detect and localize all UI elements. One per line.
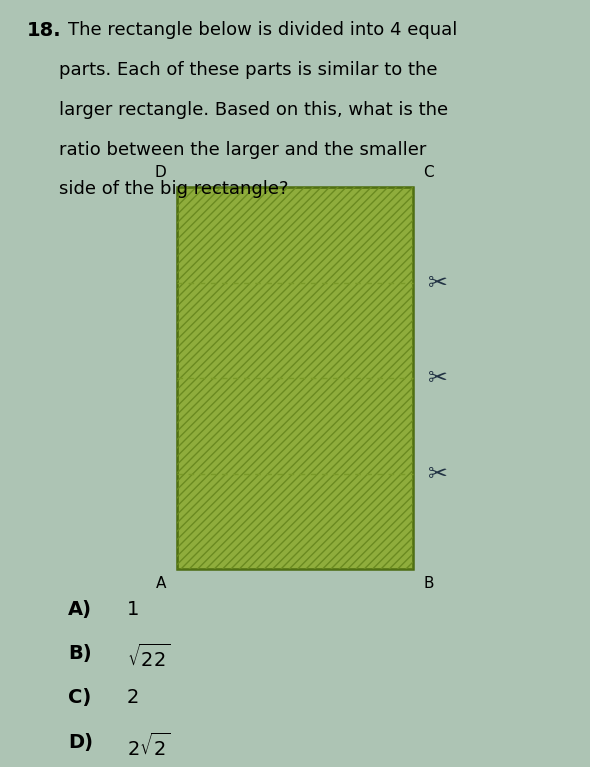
Bar — [177, 187, 413, 569]
Text: C): C) — [68, 688, 91, 707]
Text: $2\sqrt{2}$: $2\sqrt{2}$ — [127, 732, 170, 760]
Text: 2: 2 — [127, 688, 139, 707]
Text: B: B — [424, 576, 434, 591]
Text: D): D) — [68, 732, 93, 752]
Text: parts. Each of these parts is similar to the: parts. Each of these parts is similar to… — [59, 61, 438, 79]
Text: A: A — [156, 576, 166, 591]
Text: side of the big rectangle?: side of the big rectangle? — [59, 180, 289, 199]
Text: The rectangle below is divided into 4 equal: The rectangle below is divided into 4 eq… — [68, 21, 457, 39]
Bar — [177, 187, 413, 569]
Text: ✂: ✂ — [428, 366, 447, 390]
Text: larger rectangle. Based on this, what is the: larger rectangle. Based on this, what is… — [59, 100, 448, 119]
Text: ✂: ✂ — [428, 271, 447, 295]
Text: D: D — [155, 166, 166, 180]
Text: 1: 1 — [127, 600, 139, 619]
Text: B): B) — [68, 644, 91, 663]
Text: 18.: 18. — [27, 21, 61, 41]
Text: A): A) — [68, 600, 92, 619]
Text: ✂: ✂ — [428, 462, 447, 486]
Text: C: C — [424, 166, 434, 180]
Text: $\sqrt{22}$: $\sqrt{22}$ — [127, 644, 170, 671]
Text: ratio between the larger and the smaller: ratio between the larger and the smaller — [59, 140, 427, 159]
